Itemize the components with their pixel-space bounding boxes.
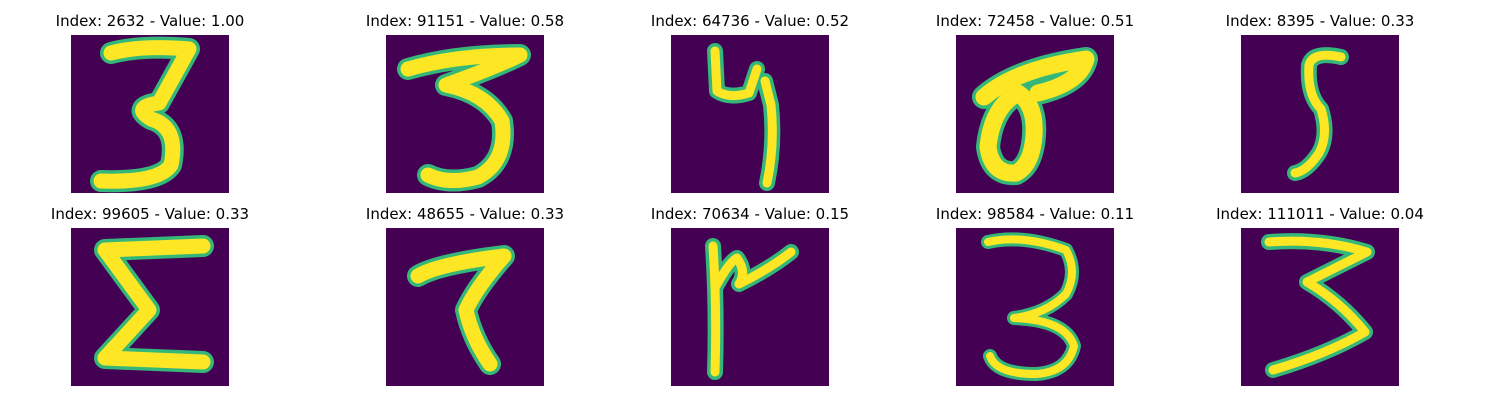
zero-digit-icon <box>972 47 1098 186</box>
panel-title: Index: 2632 - Value: 1.00 <box>55 12 245 30</box>
panel-title: Index: 98584 - Value: 0.11 <box>935 205 1135 223</box>
sigma-glyph-icon <box>94 235 214 373</box>
panel-title: Index: 48655 - Value: 0.33 <box>365 205 565 223</box>
digit-image <box>1241 35 1399 193</box>
panel-title: Index: 99605 - Value: 0.33 <box>50 205 250 223</box>
panel-9: Index: 98584 - Value: 0.11 <box>915 205 1155 395</box>
r-glyph-icon <box>705 238 799 380</box>
panel-2: Index: 91151 - Value: 0.58 <box>345 12 585 202</box>
panel-title: Index: 70634 - Value: 0.15 <box>650 205 850 223</box>
three-digit-icon <box>981 232 1081 381</box>
digit-image <box>956 35 1114 193</box>
digit-image <box>386 35 544 193</box>
digit-image <box>671 228 829 386</box>
three-digit-icon <box>397 44 531 192</box>
digit-image <box>71 35 229 193</box>
panel-title: Index: 91151 - Value: 0.58 <box>365 12 565 30</box>
panel-title: Index: 64736 - Value: 0.52 <box>650 12 850 30</box>
panel-5: Index: 8395 - Value: 0.33 <box>1200 12 1440 202</box>
five-digit-icon <box>1287 47 1349 181</box>
digit-image <box>671 35 829 193</box>
digit-image <box>386 228 544 386</box>
three-digit-icon <box>90 36 200 193</box>
panel-10: Index: 111011 - Value: 0.04 <box>1200 205 1440 395</box>
panel-6: Index: 99605 - Value: 0.33 <box>30 205 270 395</box>
panel-1: Index: 2632 - Value: 1.00 <box>30 12 270 202</box>
four-digit-icon <box>707 43 781 191</box>
digit-image <box>956 228 1114 386</box>
panel-title: Index: 72458 - Value: 0.51 <box>935 12 1135 30</box>
panel-7: Index: 48655 - Value: 0.33 <box>345 205 585 395</box>
three-digit-icon <box>1261 233 1375 378</box>
panel-3: Index: 64736 - Value: 0.52 <box>630 12 870 202</box>
digit-image <box>71 228 229 386</box>
panel-4: Index: 72458 - Value: 0.51 <box>915 12 1155 202</box>
seven-digit-icon <box>407 245 515 375</box>
digit-image <box>1241 228 1399 386</box>
panel-title: Index: 111011 - Value: 0.04 <box>1216 205 1424 223</box>
panel-8: Index: 70634 - Value: 0.15 <box>630 205 870 395</box>
panel-title: Index: 8395 - Value: 0.33 <box>1225 12 1415 30</box>
